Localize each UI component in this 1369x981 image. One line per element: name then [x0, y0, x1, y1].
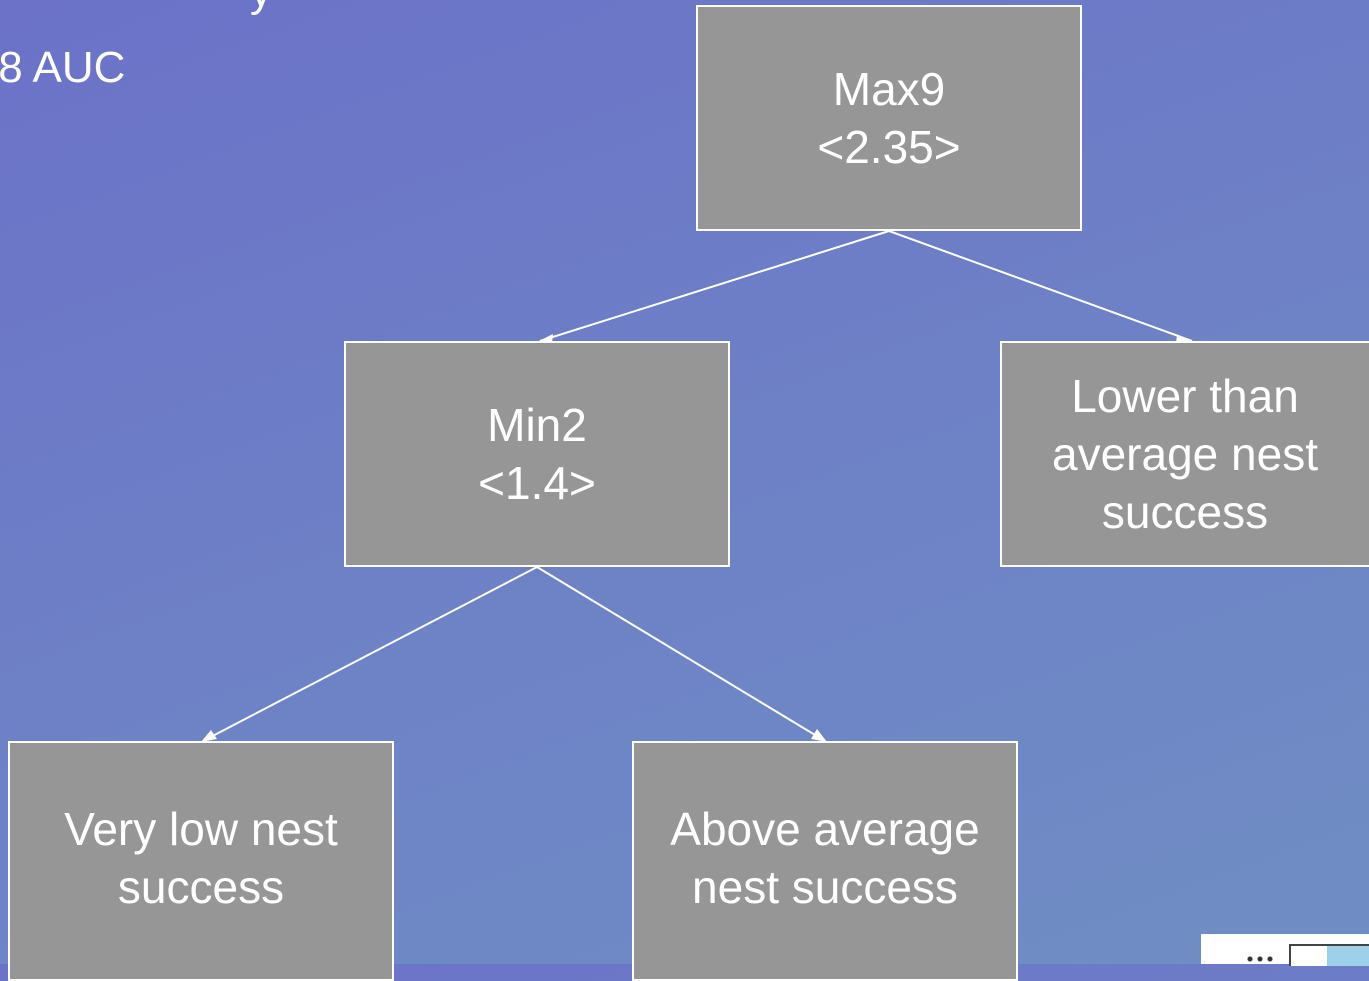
partial-slide-text: y [250, 0, 272, 14]
thumbnail-plot [1289, 944, 1369, 966]
edge-root-to-lower [888, 230, 1193, 342]
tree-node-left-right-leaf: Above average nest success [632, 741, 1018, 981]
arrowhead-above [811, 729, 827, 742]
auc-text: .8 AUC [0, 43, 126, 92]
corner-thumbnail-image [1201, 934, 1369, 966]
arrowhead-min2 [537, 334, 553, 343]
tree-node-left: Min2 <1.4> [344, 341, 730, 567]
tree-node-root: Max9 <2.35> [696, 5, 1082, 231]
tree-node-root-label: Max9 <2.35> [817, 63, 961, 173]
tree-node-left-left-leaf: Very low nest success [8, 741, 394, 981]
tree-node-left-label: Min2 <1.4> [478, 399, 596, 509]
tree-node-right-leaf-label: Lower than average nest success [1052, 370, 1318, 538]
thumbnail-dots [1245, 954, 1275, 964]
edge-min2-to-verylow [202, 566, 538, 742]
edge-root-to-min2 [539, 230, 890, 342]
arrowhead-verylow [201, 730, 217, 742]
tree-node-left-left-leaf-label: Very low nest success [64, 803, 338, 913]
tree-node-left-right-leaf-label: Above average nest success [670, 803, 980, 913]
tree-node-right-leaf: Lower than average nest success [1000, 341, 1369, 567]
edge-min2-to-above [536, 566, 826, 742]
